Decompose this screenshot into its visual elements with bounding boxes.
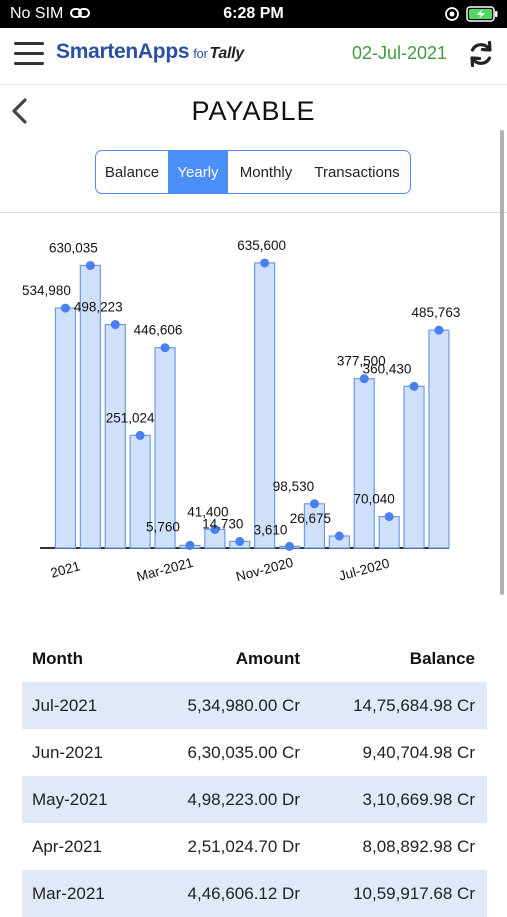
row-month: Jul-2021 — [32, 695, 98, 715]
data-label: 14,730 — [202, 516, 243, 531]
chart-bar — [54, 307, 77, 549]
row-month: Apr-2021 — [32, 836, 102, 856]
row-amount: 5,34,980.00 Cr — [187, 695, 300, 715]
data-label: 41,400 — [187, 504, 228, 519]
view-tabs: Balance Yearly Monthly Transactions — [95, 150, 411, 194]
link-icon — [70, 6, 90, 25]
row-balance: 3,10,669.98 Cr — [362, 789, 475, 809]
status-bar: No SIM 6:28 PM — [0, 0, 507, 28]
chart-point — [85, 260, 95, 270]
x-tick-label: 2021 — [49, 558, 82, 580]
row-amount: 4,46,606.12 Dr — [187, 883, 300, 903]
chart-bar — [378, 515, 400, 549]
data-label: 70,040 — [354, 492, 395, 507]
x-tick-label: Jul-2020 — [337, 556, 391, 584]
page-title: PAYABLE — [191, 96, 316, 126]
tab-yearly[interactable]: Yearly — [168, 151, 228, 193]
x-tick-label: Nov-2020 — [234, 555, 294, 585]
header-balance: Balance — [409, 649, 475, 668]
row-amount: 4,98,223.00 Dr — [187, 789, 300, 809]
chart-point — [285, 541, 295, 551]
app-name: SmartenApps — [56, 40, 190, 63]
chart-point — [60, 303, 70, 313]
data-label: 26,675 — [290, 511, 331, 526]
chart-point — [359, 374, 369, 384]
hamburger-icon-line — [14, 52, 44, 55]
row-month: Jun-2021 — [32, 742, 103, 762]
chart-bar — [154, 347, 176, 549]
data-label: 360,430 — [363, 361, 412, 376]
chart-point — [235, 536, 245, 546]
chart-bar — [353, 378, 375, 549]
table-row[interactable]: Mar-2021 4,46,606.12 Dr 10,59,917.68 Cr — [22, 870, 487, 917]
chart-bar — [104, 323, 126, 549]
header-amount: Amount — [235, 649, 300, 668]
tally-logo: Tally — [209, 45, 245, 62]
scrollbar[interactable] — [500, 130, 504, 595]
battery-icon — [466, 6, 498, 27]
x-tick-label: Mar-2021 — [135, 555, 195, 584]
row-balance: 9,40,704.98 Cr — [362, 742, 475, 762]
chart-bar — [254, 262, 276, 549]
chart-point — [434, 325, 444, 335]
row-amount: 2,51,024.70 Dr — [187, 836, 300, 856]
row-balance: 14,75,684.98 Cr — [353, 695, 475, 715]
tab-monthly[interactable]: Monthly — [239, 163, 293, 181]
chart-point — [309, 499, 319, 509]
table-row[interactable]: Jul-2021 5,34,980.00 Cr 14,75,684.98 Cr — [22, 682, 487, 729]
data-label: 630,035 — [49, 240, 98, 255]
carrier-label: No SIM — [10, 5, 64, 22]
chart-point — [185, 540, 195, 550]
data-label: 377,500 — [337, 354, 386, 369]
row-balance: 10,59,917.68 Cr — [353, 883, 475, 903]
table-row[interactable]: Jun-2021 6,30,035.00 Cr 9,40,704.98 Cr — [22, 729, 487, 776]
chart-point — [210, 524, 220, 534]
chevron-left-icon — [12, 98, 27, 124]
app-logo-for: for — [193, 46, 208, 61]
table-header: Month Amount Balance — [22, 636, 487, 682]
table-row[interactable]: Apr-2021 2,51,024.70 Dr 8,08,892.98 Cr — [22, 823, 487, 870]
app-logo: SmartenApps for Tally — [56, 40, 244, 64]
orientation-lock-icon — [444, 6, 460, 27]
data-label: 3,610 — [254, 522, 288, 537]
menu-button[interactable] — [14, 42, 44, 70]
data-label: 446,606 — [134, 323, 183, 338]
chart-bar — [428, 329, 450, 549]
chart-point — [334, 531, 344, 541]
row-amount: 6,30,035.00 Cr — [187, 742, 300, 762]
refresh-button[interactable] — [465, 38, 497, 70]
status-time: 6:28 PM — [223, 5, 284, 22]
table-row[interactable]: May-2021 4,98,223.00 Dr 3,10,669.98 Cr — [22, 776, 487, 823]
data-label: 98,530 — [273, 479, 314, 494]
data-label: 485,763 — [412, 305, 461, 320]
chart-point — [384, 512, 394, 522]
chart-point — [110, 320, 120, 330]
tab-balance[interactable]: Balance — [104, 163, 160, 181]
chart-bar — [403, 385, 425, 549]
data-label: 498,223 — [74, 300, 123, 315]
refresh-icon — [470, 40, 492, 68]
data-label: 534,980 — [22, 283, 71, 298]
row-month: Mar-2021 — [32, 883, 105, 903]
data-label: 251,024 — [106, 410, 155, 425]
hamburger-icon — [14, 42, 44, 45]
data-label: 5,760 — [146, 519, 180, 534]
row-balance: 8,08,892.98 Cr — [362, 836, 475, 856]
app-header: SmartenApps for Tally 02-Jul-2021 — [0, 28, 507, 85]
chart-point — [135, 430, 145, 440]
payable-bar-chart: 534,980 630,035 498,223 251,024 446,606 5,760… — [22, 238, 461, 585]
monthly-table: Month Amount Balance Jul-2021 5,34,980.0… — [22, 636, 487, 917]
header-month: Month — [32, 649, 83, 668]
back-button[interactable] — [8, 96, 32, 126]
hamburger-icon-line — [14, 62, 44, 65]
tab-transactions[interactable]: Transactions — [314, 163, 400, 181]
header-date: 02-Jul-2021 — [352, 43, 448, 63]
chart-point — [409, 381, 419, 391]
chart-point — [260, 258, 270, 268]
row-month: May-2021 — [32, 789, 108, 809]
chart-point — [160, 343, 170, 353]
section-divider — [0, 212, 507, 213]
data-label: 635,600 — [237, 238, 286, 253]
